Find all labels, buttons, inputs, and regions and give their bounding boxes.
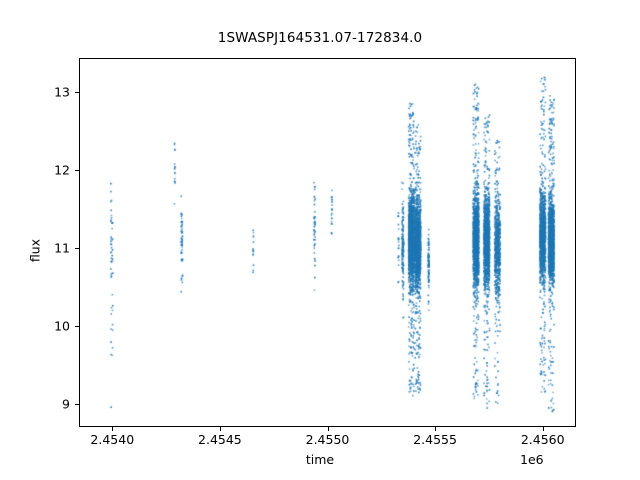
x-tick-mark [542, 427, 544, 431]
scatter-plot-canvas [80, 59, 575, 426]
x-tick-mark [112, 427, 114, 431]
x-tick-label: 2.4560 [520, 432, 565, 447]
x-axis-label: time [305, 452, 335, 467]
x-axis-offset-text: 1e6 [520, 452, 544, 467]
x-tick-label: 2.4540 [90, 432, 135, 447]
x-tick-label: 2.4545 [198, 432, 242, 447]
y-tick-label: 10 [54, 318, 70, 334]
y-tick-label: 9 [62, 396, 70, 412]
y-tick-label: 12 [54, 162, 70, 178]
x-tick-mark [219, 427, 221, 431]
x-tick-label: 2.4555 [413, 432, 457, 447]
x-tick-label: 2.4550 [305, 432, 350, 447]
chart-title: 1SWASPJ164531.07-172834.0 [217, 30, 423, 46]
x-tick-mark [327, 427, 329, 431]
x-tick-mark [435, 427, 437, 431]
plot-axes-frame [79, 58, 576, 427]
y-tick-label: 13 [54, 84, 70, 100]
y-axis-label: flux [27, 238, 43, 263]
